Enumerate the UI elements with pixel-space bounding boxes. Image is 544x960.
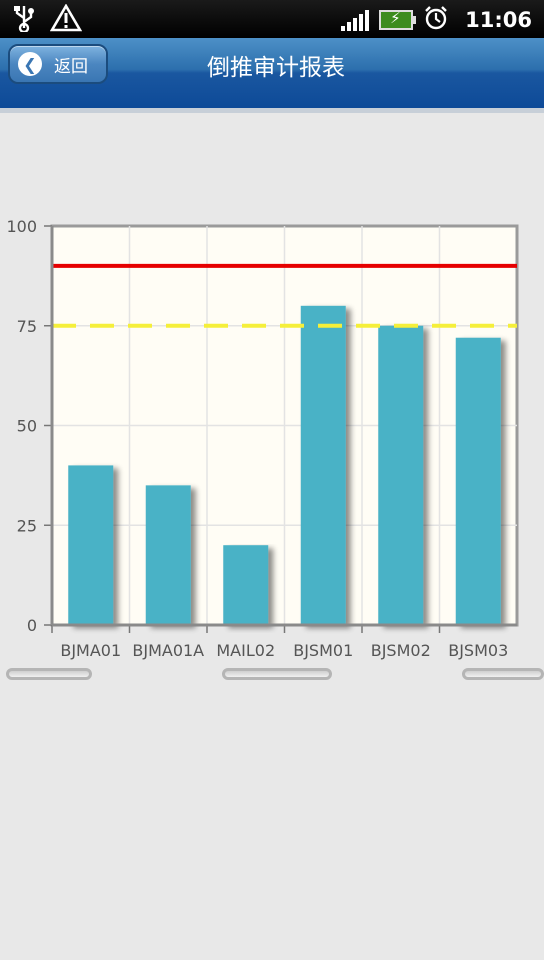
warning-icon	[49, 3, 83, 36]
x-tick-label: BJMA01A	[132, 641, 204, 660]
y-tick-label: 25	[17, 516, 37, 535]
title-bar: ❮ 返回 倒推审计报表	[0, 38, 544, 111]
chevron-left-icon: ❮	[18, 52, 42, 76]
back-button-label: 返回	[54, 56, 88, 77]
bar-bjsm01	[300, 305, 346, 625]
y-tick-label: 100	[6, 217, 37, 236]
usb-icon	[12, 4, 36, 36]
x-tick-label: BJSM01	[293, 641, 353, 660]
y-tick-label: 50	[17, 417, 37, 436]
status-bar: ⚡ 11:06	[0, 0, 544, 38]
x-tick-label: BJSM03	[448, 641, 508, 660]
bar-chart-svg: 0 25 50 75 100 BJMA01 BJMA01A MAIL02 BJSM01 BJSM0…	[6, 217, 519, 660]
x-tick-label: BJMA01	[60, 641, 121, 660]
header-divider	[0, 108, 544, 113]
chart-scroll-handle-right[interactable]	[462, 668, 544, 680]
x-tick-label: MAIL02	[216, 641, 275, 660]
bar-chart: 0 25 50 75 100 BJMA01 BJMA01A MAIL02 BJSM01 BJSM0…	[0, 200, 544, 700]
bar-bjma01	[68, 465, 114, 625]
bar-bjsm02	[378, 325, 424, 625]
chart-scroll-handle-left[interactable]	[6, 668, 92, 680]
alarm-icon	[423, 5, 449, 35]
status-time: 11:06	[465, 8, 532, 32]
y-tick-label: 75	[17, 317, 37, 336]
signal-icon	[341, 9, 370, 31]
page-title: 倒推审计报表	[207, 55, 345, 81]
x-tick-label: BJSM02	[371, 641, 431, 660]
chart-scroll-handle-center[interactable]	[222, 668, 332, 680]
bar-mail02	[223, 545, 269, 625]
y-tick-label: 0	[27, 616, 37, 635]
back-button[interactable]: ❮ 返回	[8, 44, 108, 84]
battery-charging-icon: ⚡	[379, 9, 417, 30]
bar-bjma01a	[145, 485, 191, 625]
bar-bjsm03	[455, 337, 501, 625]
